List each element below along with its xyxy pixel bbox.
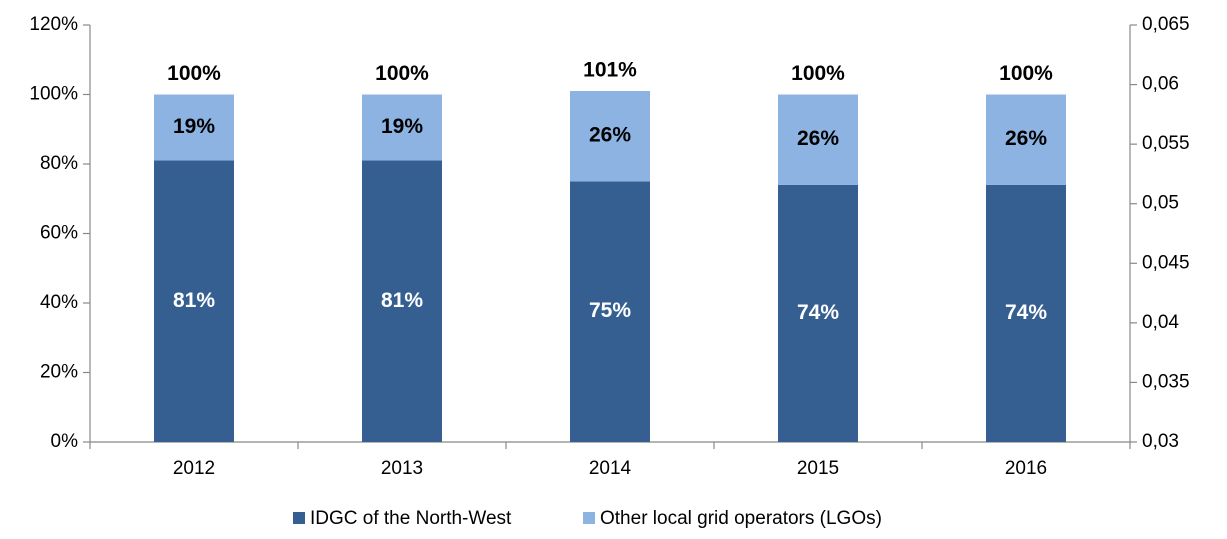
y2-tick-label: 0,055 <box>1142 133 1190 154</box>
x-tick-label: 2013 <box>381 458 423 479</box>
data-label: 81% <box>381 289 423 312</box>
bar-segment <box>778 184 858 442</box>
data-label: 26% <box>1005 127 1047 150</box>
x-tick-label: 2015 <box>797 458 839 479</box>
legend-swatch <box>583 512 595 524</box>
bar-segment <box>570 181 650 442</box>
data-label: 74% <box>797 301 839 324</box>
data-label: 26% <box>797 127 839 150</box>
x-tick-label: 2016 <box>1005 458 1047 479</box>
y-tick-label: 0% <box>51 431 79 452</box>
y2-tick-label: 0,035 <box>1142 371 1190 392</box>
total-label: 101% <box>583 59 637 82</box>
y-tick-label: 100% <box>29 84 78 105</box>
y2-tick-label: 0,03 <box>1142 431 1179 452</box>
y-tick-label: 20% <box>40 362 78 383</box>
bar-segment <box>570 91 650 182</box>
data-label: 26% <box>589 124 631 147</box>
data-label: 74% <box>1005 301 1047 324</box>
data-label: 81% <box>173 289 215 312</box>
total-label: 100% <box>167 62 221 85</box>
bar-segment <box>986 94 1066 185</box>
y-tick-label: 60% <box>40 223 78 244</box>
bar-segment <box>154 160 234 442</box>
legend-swatch <box>293 512 305 524</box>
legend-label: Other local grid operators (LGOs) <box>600 508 882 529</box>
y-tick-label: 80% <box>40 153 78 174</box>
y2-tick-label: 0,04 <box>1142 312 1179 333</box>
x-tick-label: 2012 <box>173 458 215 479</box>
y-tick-label: 120% <box>29 14 78 35</box>
y-tick-label: 40% <box>40 292 78 313</box>
y2-tick-label: 0,065 <box>1142 14 1190 35</box>
bar-segment <box>362 94 442 161</box>
total-label: 100% <box>791 62 845 85</box>
y2-tick-label: 0,05 <box>1142 193 1179 214</box>
legend-label: IDGC of the North-West <box>310 508 512 529</box>
bar-segment <box>986 184 1066 442</box>
x-tick-label: 2014 <box>589 458 632 479</box>
y2-tick-label: 0,045 <box>1142 252 1190 273</box>
data-label: 19% <box>381 115 423 138</box>
data-label: 19% <box>173 115 215 138</box>
bar-segment <box>362 160 442 442</box>
data-label: 75% <box>589 299 631 322</box>
bar-segment <box>154 94 234 161</box>
total-label: 100% <box>375 62 429 85</box>
total-label: 100% <box>999 62 1053 85</box>
bar-segment <box>778 94 858 185</box>
y2-tick-label: 0,06 <box>1142 74 1179 95</box>
